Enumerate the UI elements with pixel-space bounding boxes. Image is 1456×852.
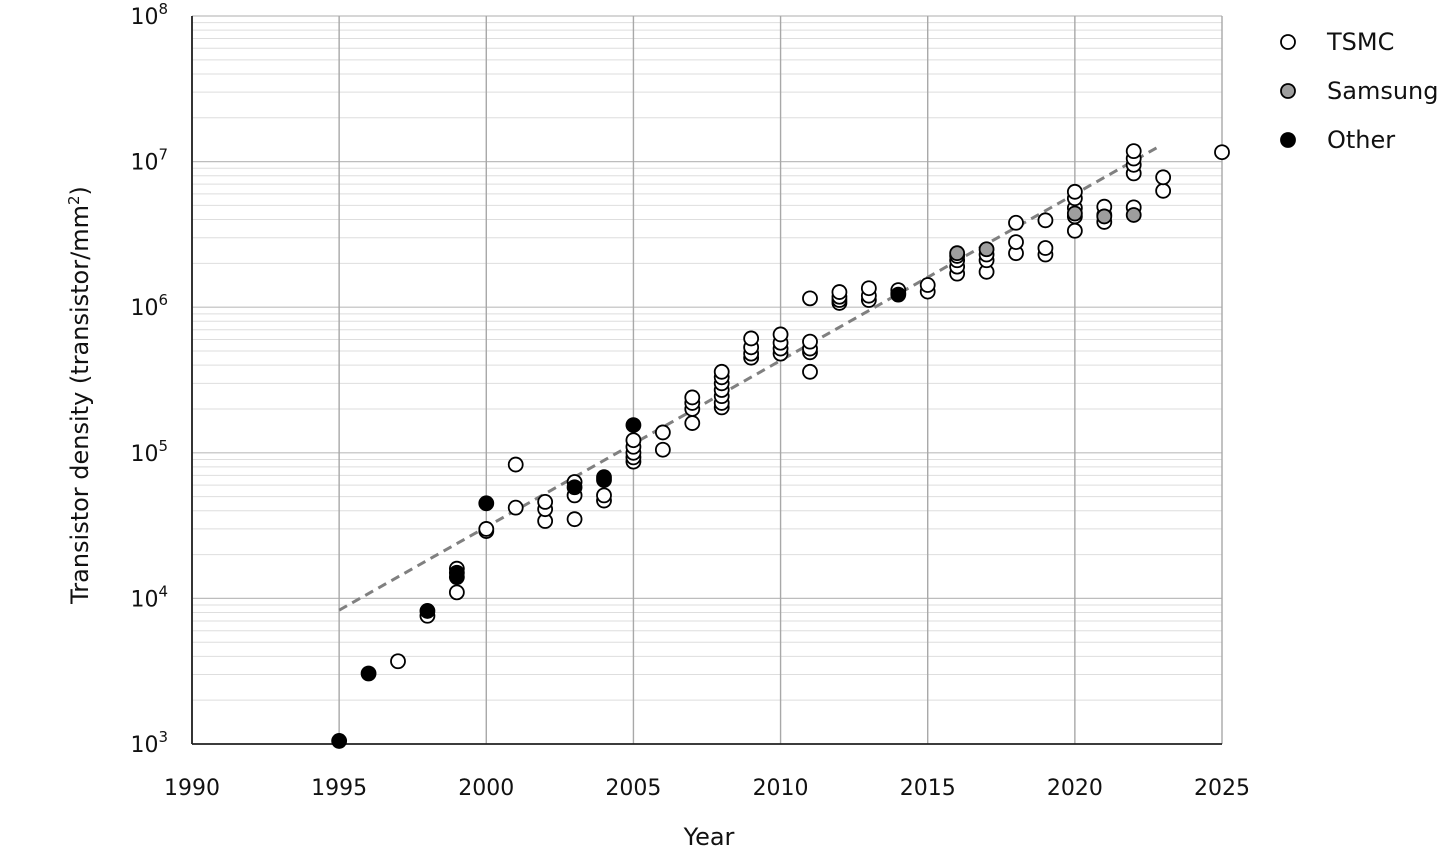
point-tsmc: [743, 330, 760, 347]
y-axis-title-tail: ): [66, 186, 94, 195]
y-tick-exponent: 4: [158, 582, 168, 600]
point-samsung: [978, 241, 995, 258]
trendline: [338, 146, 1158, 612]
x-tick-label: 2015: [900, 776, 956, 801]
point-tsmc: [507, 499, 524, 516]
y-tick-label: 106: [130, 291, 168, 321]
point-tsmc: [537, 494, 554, 510]
legend-label-other: Other: [1327, 126, 1395, 154]
x-tick-label: 2020: [1047, 776, 1103, 801]
point-tsmc: [919, 277, 936, 293]
x-tick-label: 2010: [753, 776, 809, 801]
legend-marker-tsmc: [1280, 34, 1296, 50]
point-other: [419, 603, 436, 619]
y-tick-base: 10: [130, 733, 158, 758]
point-tsmc: [713, 363, 730, 380]
point-tsmc: [802, 363, 818, 380]
y-tick-label: 103: [130, 728, 168, 758]
point-other: [596, 469, 612, 486]
legend-label-tsmc: TSMC: [1326, 28, 1394, 56]
point-tsmc: [478, 521, 495, 537]
x-tick-label: 1990: [164, 776, 220, 801]
y-tick-exponent: 5: [158, 437, 168, 455]
y-tick-label: 104: [130, 582, 168, 612]
point-other: [478, 495, 495, 512]
point-tsmc: [772, 326, 789, 343]
legend-marker-other: [1280, 132, 1296, 148]
point-tsmc: [1037, 240, 1054, 256]
point-tsmc: [448, 584, 465, 601]
y-axis-title: Transistor density (transistor/mm2): [65, 186, 94, 605]
major-gridlines: [191, 15, 1223, 745]
point-tsmc: [860, 280, 877, 297]
point-tsmc: [802, 290, 818, 307]
point-tsmc: [1214, 144, 1230, 161]
legend: TSMC Samsung Other: [1280, 28, 1438, 154]
data-points: [331, 143, 1230, 749]
y-axis-title-main: Transistor density (transistor/mm: [66, 205, 94, 605]
point-tsmc: [831, 284, 848, 300]
point-other: [448, 564, 465, 581]
x-tick-label: 2000: [458, 776, 514, 801]
y-tick-exponent: 8: [158, 0, 168, 18]
point-other: [625, 417, 642, 433]
x-tick-label: 2025: [1194, 776, 1250, 801]
point-tsmc: [566, 511, 583, 528]
point-tsmc: [654, 424, 671, 441]
y-tick-exponent: 3: [158, 728, 168, 746]
point-tsmc: [1155, 169, 1172, 186]
plot-axes: [191, 16, 1222, 745]
x-tick-label: 2005: [605, 776, 661, 801]
y-tick-label: 105: [130, 437, 168, 467]
y-axis-title-sup: 2: [65, 195, 83, 205]
point-tsmc: [1066, 183, 1083, 200]
point-tsmc: [1008, 214, 1024, 231]
point-tsmc: [684, 415, 701, 431]
point-tsmc: [390, 653, 406, 670]
y-tick-base: 10: [130, 587, 158, 612]
x-tick-labels: 1990 1995 2000 2005 2010 2015 2020 2025: [164, 776, 1250, 801]
point-tsmc: [596, 487, 612, 504]
point-tsmc: [684, 389, 701, 406]
trendline-group: [338, 146, 1158, 612]
legend-marker-samsung: [1280, 83, 1296, 99]
y-tick-base: 10: [130, 151, 158, 176]
point-tsmc: [1155, 182, 1172, 199]
point-other: [566, 479, 583, 496]
legend-label-samsung: Samsung: [1327, 77, 1438, 105]
point-samsung: [949, 245, 966, 262]
y-tick-exponent: 6: [158, 291, 168, 309]
point-tsmc: [507, 456, 524, 473]
point-tsmc: [1037, 212, 1054, 229]
y-tick-base: 10: [130, 442, 158, 467]
point-tsmc: [1008, 234, 1024, 250]
y-tick-base: 10: [130, 296, 158, 321]
x-axis-title: Year: [683, 823, 735, 851]
point-tsmc: [625, 432, 642, 449]
x-tick-label: 1995: [311, 776, 367, 801]
y-tick-label: 107: [130, 146, 168, 176]
point-other: [890, 286, 907, 303]
point-samsung: [1125, 207, 1142, 223]
point-tsmc: [802, 333, 818, 350]
point-other: [360, 665, 377, 682]
y-tick-label: 108: [130, 0, 168, 30]
minor-gridlines: [192, 22, 1222, 701]
point-tsmc: [654, 441, 671, 458]
y-tick-base: 10: [130, 5, 158, 30]
point-samsung: [1096, 208, 1113, 225]
point-tsmc: [1125, 143, 1142, 160]
point-tsmc: [1066, 222, 1083, 239]
point-samsung: [1066, 205, 1083, 222]
point-other: [331, 733, 348, 749]
y-tick-exponent: 7: [158, 146, 168, 164]
